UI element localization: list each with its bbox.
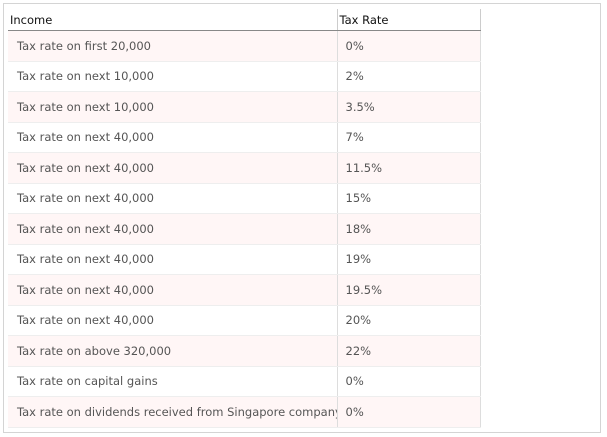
income-cell: Tax rate on above 320,000 [8,335,338,367]
income-cell: Tax rate on next 40,000 [8,122,338,153]
table-row: Tax rate on next 40,000 7% [8,122,481,153]
rate-cell: 2% [337,61,481,92]
rate-cell: 18% [337,213,481,245]
table-row: Tax rate on next 40,000 11.5% [8,152,481,184]
table-header: Income Tax Rate [8,9,481,31]
rate-cell: 11.5% [337,152,481,184]
header-row: Income Tax Rate [8,9,481,31]
income-cell: Tax rate on next 40,000 [8,305,338,336]
table-body: Tax rate on first 20,000 0% Tax rate on ne… [8,30,481,428]
income-cell: Tax rate on first 20,000 [8,30,338,62]
rate-cell: 0% [337,366,481,397]
rate-cell: 7% [337,122,481,153]
income-cell: Tax rate on next 40,000 [8,274,338,306]
table-row: Tax rate on capital gains 0% [8,366,481,397]
header-cell: Income [8,9,338,31]
income-cell: Tax rate on next 10,000 [8,61,338,92]
rate-cell: 15% [337,183,481,214]
rate-cell: 22% [337,335,481,367]
income-cell: Tax rate on capital gains [8,366,338,397]
table-row: Tax rate on next 10,000 3.5% [8,91,481,123]
income-cell: Tax rate on next 40,000 [8,244,338,275]
income-cell: Tax rate on next 40,000 [8,152,338,184]
table-row: Tax rate on next 40,000 19% [8,244,481,275]
table-row: Tax rate on next 10,000 2% [8,61,481,92]
rate-cell: 0% [337,30,481,62]
rate-cell: 20% [337,305,481,336]
rate-cell: 19% [337,244,481,275]
table-row: Tax rate on next 40,000 18% [8,213,481,245]
table-row: Tax rate on next 40,000 15% [8,183,481,214]
table-row: Tax rate on dividends received from Sing… [8,396,481,428]
income-cell: Tax rate on next 40,000 [8,213,338,245]
table-row: Tax rate on first 20,000 0% [8,30,481,62]
rate-cell: 0% [337,396,481,428]
rate-cell: 3.5% [337,91,481,123]
rate-cell: 19.5% [337,274,481,306]
frame [3,3,601,433]
table-row: Tax rate on above 320,000 22% [8,335,481,367]
tax-table: Income Tax Rate Tax rate on first 20,000… [8,9,481,428]
income-cell: Tax rate on dividends received from Sing… [8,396,338,428]
table-row: Tax rate on next 40,000 20% [8,305,481,336]
header-cell: Tax Rate [337,9,481,31]
income-cell: Tax rate on next 10,000 [8,91,338,123]
income-cell: Tax rate on next 40,000 [8,183,338,214]
table-row: Tax rate on next 40,000 19.5% [8,274,481,306]
